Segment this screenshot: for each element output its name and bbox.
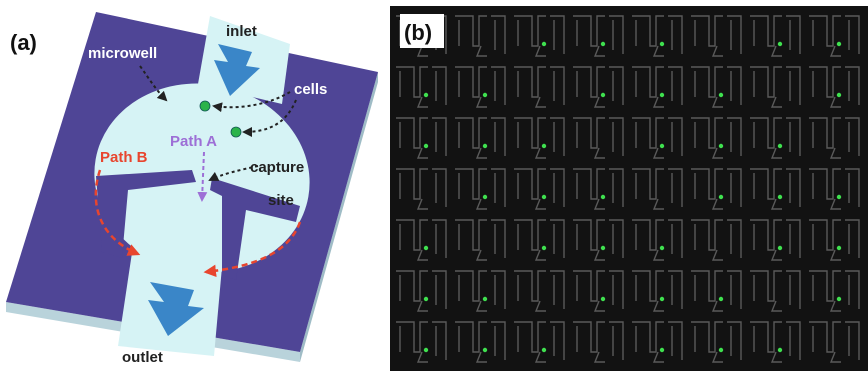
captured-cell: [601, 93, 605, 97]
captured-cell: [778, 144, 782, 148]
captured-cell: [778, 246, 782, 250]
captured-cell: [778, 348, 782, 352]
captured-cell: [837, 246, 841, 250]
captured-cell: [483, 348, 487, 352]
captured-cell: [424, 348, 428, 352]
captured-cell: [542, 195, 546, 199]
captured-cell: [542, 246, 546, 250]
captured-cell: [660, 246, 664, 250]
captured-cell: [542, 42, 546, 46]
captured-cell: [778, 195, 782, 199]
captured-cell: [424, 246, 428, 250]
captured-cell: [542, 144, 546, 148]
captured-cell: [660, 348, 664, 352]
captured-cell: [837, 297, 841, 301]
captured-cell: [837, 42, 841, 46]
captured-cell: [424, 297, 428, 301]
cells-label: cells: [294, 81, 327, 98]
captured-cell: [660, 93, 664, 97]
panel-b: [390, 6, 868, 371]
microwell-label: microwell: [88, 45, 157, 62]
captured-cell: [601, 195, 605, 199]
cell: [231, 127, 241, 137]
path-b-label: Path B: [100, 149, 148, 166]
captured-cell: [719, 144, 723, 148]
captured-cell: [837, 93, 841, 97]
panel-label: (a): [10, 30, 37, 55]
captured-cell: [424, 144, 428, 148]
micrograph: [390, 6, 868, 371]
captured-cell: [483, 144, 487, 148]
captured-cell: [719, 348, 723, 352]
cell: [200, 101, 210, 111]
captured-cell: [601, 297, 605, 301]
path-a-label: Path A: [170, 133, 217, 150]
captured-cell: [483, 195, 487, 199]
captured-cell: [424, 93, 428, 97]
captured-cell: [719, 195, 723, 199]
captured-cell: [601, 42, 605, 46]
figure: (a) microwell inlet cells Path A Path B …: [0, 0, 868, 371]
captured-cell: [660, 144, 664, 148]
captured-cell: [778, 42, 782, 46]
capture-label: site: [268, 192, 294, 209]
capture-label: capture: [250, 159, 304, 176]
captured-cell: [837, 195, 841, 199]
captured-cell: [719, 93, 723, 97]
panel-a: (a) microwell inlet cells Path A Path B …: [6, 12, 378, 366]
outlet-label: outlet: [122, 349, 163, 366]
captured-cell: [483, 93, 487, 97]
captured-cell: [719, 297, 723, 301]
captured-cell: [483, 297, 487, 301]
captured-cell: [660, 297, 664, 301]
inlet-label: inlet: [226, 23, 257, 40]
panel-label: (b): [404, 20, 432, 45]
captured-cell: [601, 246, 605, 250]
captured-cell: [660, 42, 664, 46]
captured-cell: [542, 348, 546, 352]
